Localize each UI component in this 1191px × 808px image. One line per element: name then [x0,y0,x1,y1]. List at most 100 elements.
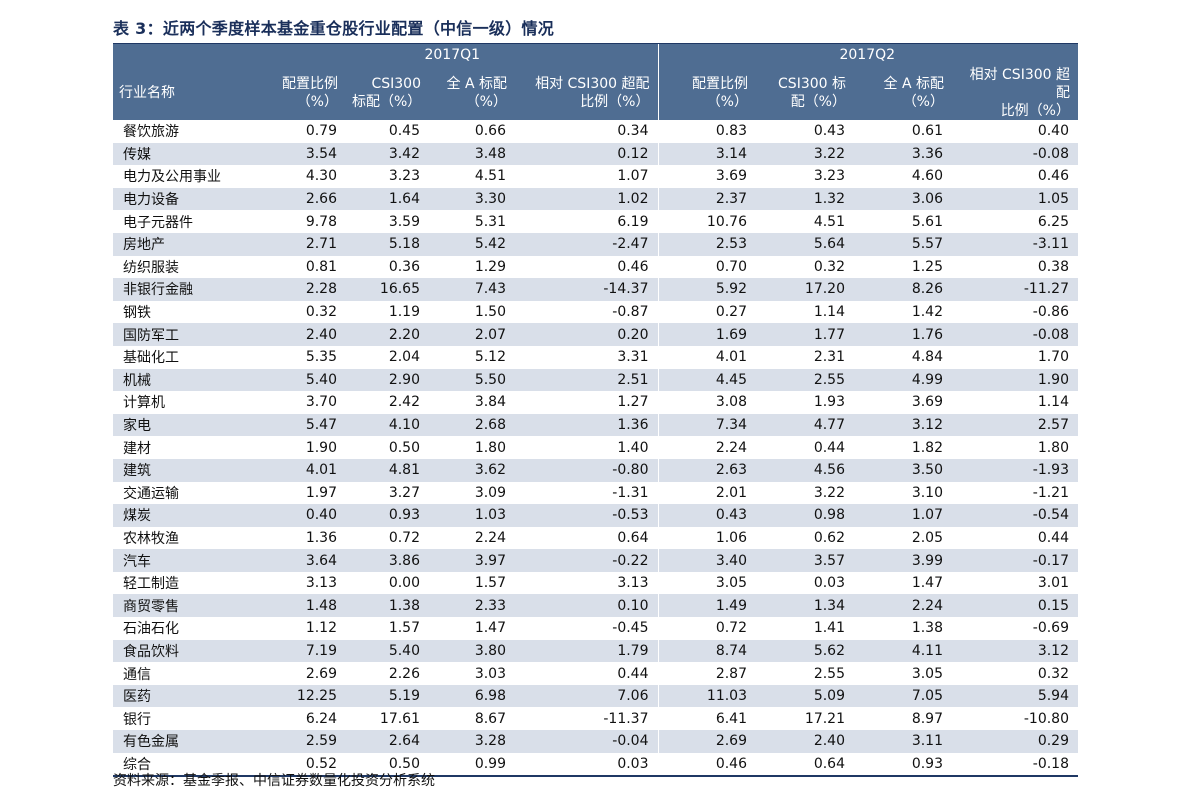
value-cell: 6.19 [515,210,658,233]
value-cell: 4.84 [854,345,952,369]
table-title: 表 3：近两个季度样本基金重仓股行业配置（中信一级）情况 [113,19,555,38]
value-cell: 0.72 [657,617,756,640]
value-cell: 1.38 [854,617,952,640]
table-row: 有色金属 2.59 2.64 3.28 -0.04 2.69 2.40 3.11 0.29 [113,730,1078,753]
value-cell: 1.50 [429,300,515,324]
value-cell: 17.61 [346,707,429,731]
value-cell: 3.11 [854,730,952,753]
value-cell: 2.69 [657,730,756,753]
value-cell: 0.62 [756,526,854,550]
value-cell: 1.05 [952,187,1078,211]
value-cell: 4.10 [346,413,429,437]
industry-name-cell: 建筑 [113,458,249,482]
value-cell: 5.42 [429,232,515,256]
header-col-2: CSI300 标配（%） [346,66,429,120]
table-row: 国防军工 2.40 2.20 2.07 0.20 1.69 1.77 1.76 -0.08 [113,323,1078,346]
value-cell: 3.69 [854,391,952,414]
value-cell: 4.01 [657,345,756,369]
industry-name-cell: 交通运输 [113,481,249,505]
value-cell: -11.27 [952,278,1078,301]
value-cell: 0.46 [515,255,658,279]
value-cell: 4.45 [657,368,756,392]
value-cell: 0.99 [429,752,515,778]
value-cell: -0.86 [952,300,1078,324]
value-cell: 0.43 [756,120,854,143]
value-cell: 0.20 [515,323,658,346]
value-cell: 1.12 [249,617,346,640]
header-line: 全 A 标配 [446,76,507,92]
table-row: 基础化工 5.35 2.04 5.12 3.31 4.01 2.31 4.84 1.70 [113,345,1078,369]
header-line: （%） [902,94,944,110]
value-cell: 11.03 [657,684,756,708]
value-cell: 2.40 [756,730,854,753]
value-cell: -0.18 [952,752,1078,778]
value-cell: 3.28 [429,730,515,753]
value-cell: 12.25 [249,684,346,708]
allocation-table-container: 2017Q1 2017Q2 行业名称 配置比例 （%） CSI300 标配（%） 全… [113,44,1078,778]
value-cell: 2.57 [952,413,1078,437]
value-cell: 5.31 [429,210,515,233]
table-row: 食品饮料 7.19 5.40 3.80 1.79 8.74 5.62 4.11 3.12 [113,639,1078,663]
industry-name-cell: 纺织服装 [113,255,249,279]
value-cell: 1.19 [346,300,429,324]
table-row: 家电 5.47 4.10 2.68 1.36 7.34 4.77 3.12 2.57 [113,413,1078,437]
table-row: 商贸零售 1.48 1.38 2.33 0.10 1.49 1.34 2.24 0.15 [113,594,1078,618]
value-cell: 5.09 [756,684,854,708]
value-cell: 4.01 [249,458,346,482]
table-row: 电力及公用事业 4.30 3.23 4.51 1.07 3.69 3.23 4.60 0.46 [113,165,1078,188]
header-col-5: 配置比例 （%） [657,66,756,120]
value-cell: 3.05 [657,571,756,595]
value-cell: 0.40 [952,120,1078,143]
value-cell: 3.23 [756,165,854,188]
table-row: 房地产 2.71 5.18 5.42 -2.47 2.53 5.64 5.57 -3.11 [113,232,1078,256]
header-line: （%） [296,94,338,110]
value-cell: -3.11 [952,232,1078,256]
value-cell: 0.81 [249,255,346,279]
header-column-row: 行业名称 配置比例 （%） CSI300 标配（%） 全 A 标配 （%） 相对 CS… [113,66,1078,120]
header-group-row: 2017Q1 2017Q2 [113,44,1078,66]
value-cell: 0.44 [952,526,1078,550]
value-cell: 5.40 [249,368,346,392]
value-cell: 0.10 [515,594,658,618]
value-cell: 0.27 [657,300,756,324]
industry-name-cell: 钢铁 [113,300,249,324]
value-cell: 1.32 [756,187,854,211]
header-group-spacer [113,44,249,66]
value-cell: 17.20 [756,278,854,301]
table-row: 汽车 3.64 3.86 3.97 -0.22 3.40 3.57 3.99 -0.17 [113,549,1078,572]
value-cell: -11.37 [515,707,658,731]
table-row: 银行 6.24 17.61 8.67 -11.37 6.41 17.21 8.97 -10.80 [113,707,1078,731]
industry-name-cell: 电子元器件 [113,210,249,233]
value-cell: 3.05 [854,662,952,685]
value-cell: 1.79 [515,639,658,663]
value-cell: 1.07 [515,165,658,188]
header-line: 配置比例 [692,76,748,92]
value-cell: 3.12 [854,413,952,437]
value-cell: 1.02 [515,187,658,211]
value-cell: 0.46 [952,165,1078,188]
industry-name-cell: 食品饮料 [113,639,249,663]
header-line: CSI300 [371,76,421,92]
value-cell: 1.14 [952,391,1078,414]
value-cell: 0.83 [657,120,756,143]
value-cell: 1.41 [756,617,854,640]
value-cell: 8.26 [854,278,952,301]
industry-name-cell: 机械 [113,368,249,392]
value-cell: 1.40 [515,436,658,459]
value-cell: -1.21 [952,481,1078,505]
value-cell: 3.62 [429,458,515,482]
industry-name-cell: 医药 [113,684,249,708]
value-cell: 4.51 [429,165,515,188]
value-cell: 0.64 [756,752,854,778]
table-row: 轻工制造 3.13 0.00 1.57 3.13 3.05 0.03 1.47 3.01 [113,571,1078,595]
value-cell: 0.43 [657,504,756,527]
value-cell: 2.31 [756,345,854,369]
value-cell: 2.28 [249,278,346,301]
value-cell: -0.87 [515,300,658,324]
value-cell: 5.19 [346,684,429,708]
value-cell: 5.40 [346,639,429,663]
header-line: （%） [465,94,507,110]
table-row: 钢铁 0.32 1.19 1.50 -0.87 0.27 1.14 1.42 -0.86 [113,300,1078,324]
value-cell: 5.92 [657,278,756,301]
header-line: 比例（%） [580,94,650,110]
